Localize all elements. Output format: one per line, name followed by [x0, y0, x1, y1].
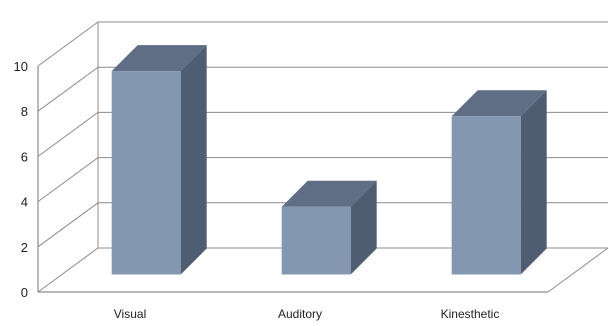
bar	[111, 45, 207, 275]
bar-front-face	[111, 71, 181, 275]
category-label: Kinesthetic	[441, 307, 500, 321]
category-label: Visual	[114, 307, 146, 321]
category-label: Auditory	[278, 307, 322, 321]
bar	[451, 90, 547, 275]
axes	[37, 22, 609, 293]
y-tick-label: 0	[21, 285, 28, 300]
y-tick-labels: 0 2 4 6 8 10	[14, 59, 28, 300]
y-tick-label: 8	[21, 104, 28, 119]
floor-right-edge	[547, 247, 609, 293]
category-labels: Visual Auditory Kinesthetic	[114, 307, 500, 321]
bar-front-face	[281, 206, 351, 275]
bar-top-face	[451, 90, 547, 117]
bar-front-face	[451, 116, 521, 275]
bar-side-face	[180, 45, 207, 275]
y-tick-label: 6	[21, 149, 28, 164]
bar-top-face	[281, 180, 377, 207]
bar-side-face	[350, 180, 377, 275]
bar-side-face	[520, 90, 547, 275]
y-tick-label: 4	[21, 195, 28, 210]
bar	[281, 180, 377, 275]
bar-top-face	[111, 45, 207, 72]
y-tick-label: 10	[14, 59, 28, 74]
bars	[111, 45, 547, 275]
y-tick-label: 2	[21, 240, 28, 255]
